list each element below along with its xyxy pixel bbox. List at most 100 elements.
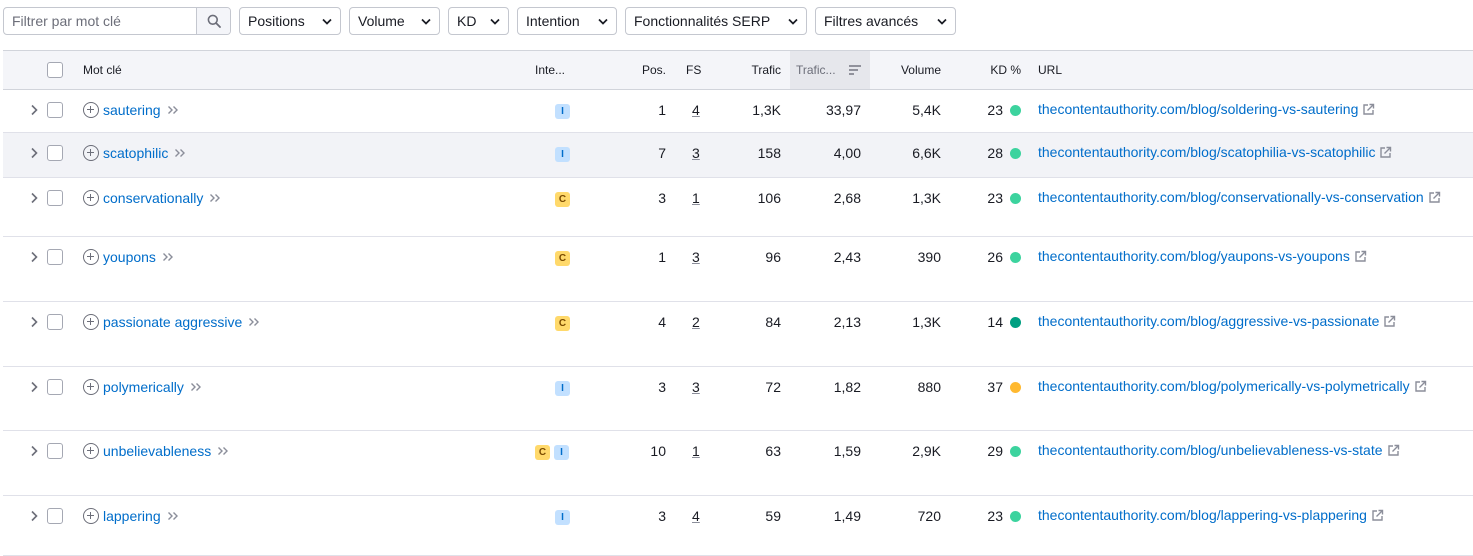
external-link-icon[interactable] (1387, 444, 1400, 460)
dropdown-label: Filtres avancés (824, 13, 919, 29)
serp-features-link[interactable]: 3 (692, 145, 700, 161)
keyword-details-double-chevron-icon[interactable] (162, 252, 174, 262)
col-intent-header[interactable]: Inte... (535, 63, 566, 77)
col-traffic-header[interactable]: Trafic (751, 63, 781, 77)
col-kd-header[interactable]: KD % (990, 63, 1021, 77)
keyword-details-double-chevron-icon[interactable] (174, 148, 186, 158)
url-link[interactable]: thecontentauthority.com/blog/soldering-v… (1038, 101, 1359, 117)
intent-cell: C (555, 237, 570, 277)
serp-features-link[interactable]: 1 (692, 190, 700, 206)
serp-features-link[interactable]: 4 (692, 508, 700, 524)
url-link[interactable]: thecontentauthority.com/blog/unbelievabl… (1038, 442, 1383, 458)
col-fs-header[interactable]: FS (686, 63, 702, 77)
kd-difficulty-dot (1010, 251, 1021, 263)
keyword-details-double-chevron-icon[interactable] (217, 446, 229, 456)
external-link-icon[interactable] (1362, 103, 1375, 119)
add-to-list-icon[interactable] (83, 249, 99, 265)
add-to-list-icon[interactable] (83, 443, 99, 459)
volume-cell: 1,3K (912, 190, 941, 206)
add-to-list-icon[interactable] (83, 145, 99, 161)
url-link[interactable]: thecontentauthority.com/blog/yaupons-vs-… (1038, 248, 1350, 264)
select-all-checkbox[interactable] (47, 62, 63, 78)
advanced-filters-dropdown[interactable]: Filtres avancés (815, 7, 956, 35)
url-link[interactable]: thecontentauthority.com/blog/lappering-v… (1038, 507, 1367, 523)
serp-features-filter-dropdown[interactable]: Fonctionnalités SERP (625, 7, 807, 35)
serp-features-link[interactable]: 3 (692, 249, 700, 265)
col-volume-header[interactable]: Volume (900, 63, 941, 77)
keyword-cell: youpons (83, 237, 174, 277)
keyword-details-double-chevron-icon[interactable] (190, 382, 202, 392)
add-to-list-icon[interactable] (83, 102, 99, 118)
keyword-details-double-chevron-icon[interactable] (248, 317, 260, 327)
url-cell: thecontentauthority.com/blog/aggressive-… (1038, 313, 1470, 331)
expand-row-chevron-icon[interactable] (28, 103, 40, 117)
keywords-table: Mot clé Inte... Pos. FS Trafic Trafic...… (3, 50, 1473, 556)
external-link-icon[interactable] (1383, 315, 1396, 331)
keyword-filter-search[interactable]: Filtrer par mot clé (3, 7, 231, 35)
keyword-link[interactable]: sautering (103, 102, 161, 118)
url-link[interactable]: thecontentauthority.com/blog/scatophilia… (1038, 144, 1376, 160)
row-checkbox[interactable] (47, 102, 63, 118)
expand-row-chevron-icon[interactable] (28, 315, 40, 329)
intent-filter-dropdown[interactable]: Intention (517, 7, 617, 35)
row-checkbox[interactable] (47, 190, 63, 206)
kd-value: 26 (987, 249, 1003, 265)
keyword-link[interactable]: lappering (103, 508, 161, 524)
row-checkbox[interactable] (47, 508, 63, 524)
traffic-cell: 84 (765, 314, 781, 330)
row-checkbox[interactable] (47, 145, 63, 161)
external-link-icon[interactable] (1414, 380, 1427, 396)
serp-features-link[interactable]: 3 (692, 379, 700, 395)
serp-features-link[interactable]: 2 (692, 314, 700, 330)
keyword-details-double-chevron-icon[interactable] (167, 511, 179, 521)
kd-cell: 23 (981, 90, 1021, 130)
expand-row-chevron-icon[interactable] (28, 509, 40, 523)
kd-value: 23 (987, 190, 1003, 206)
external-link-icon[interactable] (1354, 250, 1367, 266)
keyword-link[interactable]: unbelievableness (103, 443, 212, 459)
col-keyword-header[interactable]: Mot clé (83, 63, 122, 77)
position-cell: 1 (658, 249, 666, 265)
keyword-filter-input[interactable]: Filtrer par mot clé (12, 13, 121, 29)
url-cell: thecontentauthority.com/blog/yaupons-vs-… (1038, 248, 1470, 266)
external-link-icon[interactable] (1371, 509, 1384, 525)
expand-row-chevron-icon[interactable] (28, 191, 40, 205)
row-checkbox[interactable] (47, 379, 63, 395)
keyword-link[interactable]: youpons (103, 249, 156, 265)
kd-filter-dropdown[interactable]: KD (448, 7, 509, 35)
add-to-list-icon[interactable] (83, 314, 99, 330)
keyword-link[interactable]: polymerically (103, 379, 184, 395)
kd-cell: 26 (981, 237, 1021, 277)
url-cell: thecontentauthority.com/blog/unbelievabl… (1038, 442, 1470, 460)
col-url-header[interactable]: URL (1038, 63, 1063, 77)
external-link-icon[interactable] (1379, 146, 1392, 162)
keyword-details-double-chevron-icon[interactable] (209, 193, 221, 203)
url-link[interactable]: thecontentauthority.com/blog/polymerical… (1038, 378, 1410, 394)
row-checkbox[interactable] (47, 314, 63, 330)
volume-filter-dropdown[interactable]: Volume (349, 7, 440, 35)
col-position-header[interactable]: Pos. (641, 63, 666, 77)
col-traffic-pct-header[interactable]: Trafic... (790, 51, 870, 89)
url-link[interactable]: thecontentauthority.com/blog/aggressive-… (1038, 313, 1380, 329)
add-to-list-icon[interactable] (83, 190, 99, 206)
external-link-icon[interactable] (1428, 191, 1441, 207)
add-to-list-icon[interactable] (83, 379, 99, 395)
serp-features-link[interactable]: 4 (692, 102, 700, 118)
row-checkbox[interactable] (47, 443, 63, 459)
url-link[interactable]: thecontentauthority.com/blog/conservatio… (1038, 189, 1424, 205)
expand-row-chevron-icon[interactable] (28, 380, 40, 394)
expand-row-chevron-icon[interactable] (28, 146, 40, 160)
positions-filter-dropdown[interactable]: Positions (239, 7, 341, 35)
keyword-details-double-chevron-icon[interactable] (167, 105, 179, 115)
keyword-link[interactable]: passionate aggressive (103, 314, 243, 330)
expand-row-chevron-icon[interactable] (28, 250, 40, 264)
intent-cell: I (555, 496, 570, 536)
search-button[interactable] (196, 8, 230, 34)
add-to-list-icon[interactable] (83, 508, 99, 524)
keyword-link[interactable]: conservationally (103, 190, 204, 206)
table-row: conservationally C 3 1 106 2,68 1,3K 23 theconte… (3, 178, 1473, 237)
keyword-link[interactable]: scatophilic (103, 145, 169, 161)
row-checkbox[interactable] (47, 249, 63, 265)
serp-features-link[interactable]: 1 (692, 443, 700, 459)
expand-row-chevron-icon[interactable] (28, 444, 40, 458)
